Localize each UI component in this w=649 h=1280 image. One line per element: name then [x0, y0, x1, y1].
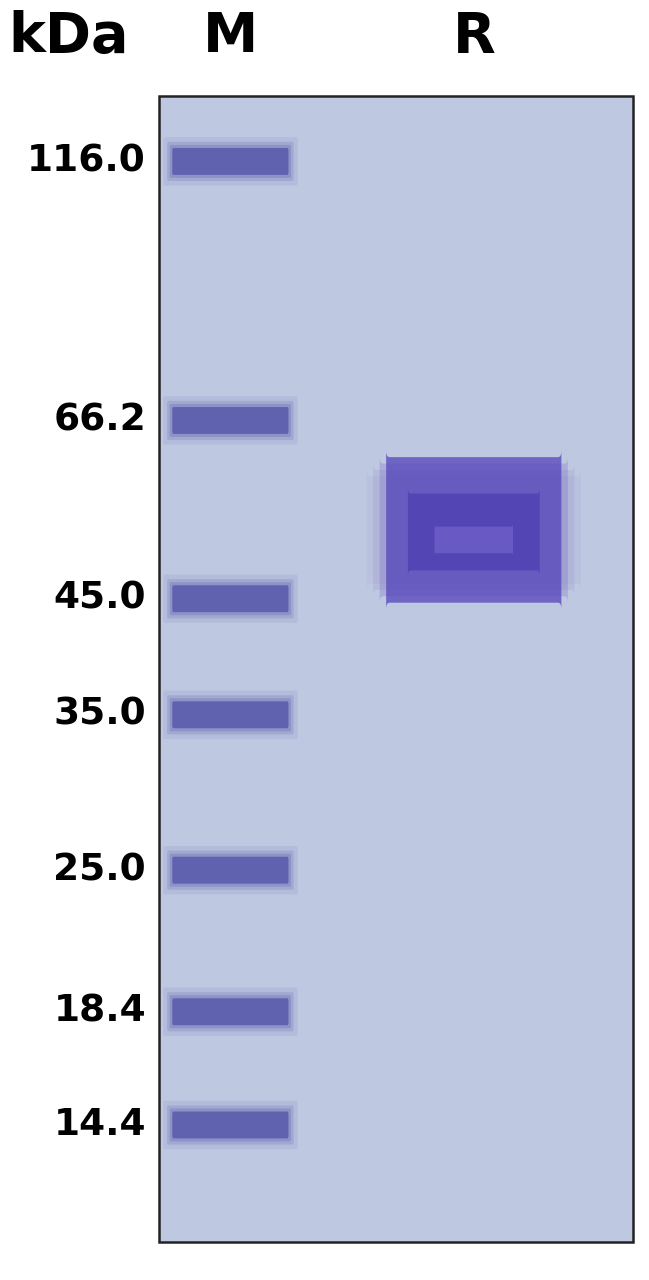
- FancyBboxPatch shape: [163, 397, 297, 444]
- FancyBboxPatch shape: [173, 701, 288, 728]
- FancyBboxPatch shape: [408, 489, 539, 576]
- FancyBboxPatch shape: [367, 470, 581, 590]
- FancyBboxPatch shape: [167, 695, 293, 735]
- FancyBboxPatch shape: [163, 846, 297, 895]
- FancyBboxPatch shape: [169, 582, 291, 616]
- FancyBboxPatch shape: [163, 1101, 297, 1149]
- FancyBboxPatch shape: [169, 145, 291, 178]
- FancyBboxPatch shape: [169, 1108, 291, 1142]
- FancyBboxPatch shape: [167, 401, 293, 440]
- FancyBboxPatch shape: [373, 463, 574, 596]
- FancyBboxPatch shape: [167, 851, 293, 890]
- FancyBboxPatch shape: [167, 992, 293, 1032]
- FancyBboxPatch shape: [173, 856, 288, 883]
- FancyBboxPatch shape: [173, 998, 288, 1025]
- FancyBboxPatch shape: [173, 1111, 288, 1138]
- FancyBboxPatch shape: [167, 1106, 293, 1144]
- FancyBboxPatch shape: [163, 691, 297, 739]
- FancyBboxPatch shape: [169, 996, 291, 1028]
- Bar: [159, 96, 633, 1242]
- FancyBboxPatch shape: [167, 579, 293, 618]
- Text: M: M: [202, 10, 258, 64]
- FancyBboxPatch shape: [173, 407, 288, 434]
- FancyBboxPatch shape: [163, 575, 297, 623]
- FancyBboxPatch shape: [169, 699, 291, 731]
- FancyBboxPatch shape: [169, 854, 291, 887]
- Text: 14.4: 14.4: [53, 1107, 146, 1143]
- FancyBboxPatch shape: [173, 148, 288, 175]
- FancyBboxPatch shape: [169, 404, 291, 436]
- FancyBboxPatch shape: [386, 451, 561, 609]
- Text: R: R: [452, 10, 495, 64]
- FancyBboxPatch shape: [163, 988, 297, 1036]
- FancyBboxPatch shape: [167, 142, 293, 180]
- Text: kDa: kDa: [8, 10, 129, 64]
- FancyBboxPatch shape: [435, 524, 513, 556]
- Text: 25.0: 25.0: [53, 852, 146, 888]
- Text: 45.0: 45.0: [53, 581, 146, 617]
- Text: 18.4: 18.4: [53, 993, 146, 1029]
- FancyBboxPatch shape: [163, 137, 297, 186]
- Text: 66.2: 66.2: [53, 402, 146, 439]
- Text: 35.0: 35.0: [53, 696, 146, 732]
- Text: 116.0: 116.0: [27, 143, 146, 179]
- FancyBboxPatch shape: [173, 585, 288, 612]
- FancyBboxPatch shape: [380, 457, 568, 603]
